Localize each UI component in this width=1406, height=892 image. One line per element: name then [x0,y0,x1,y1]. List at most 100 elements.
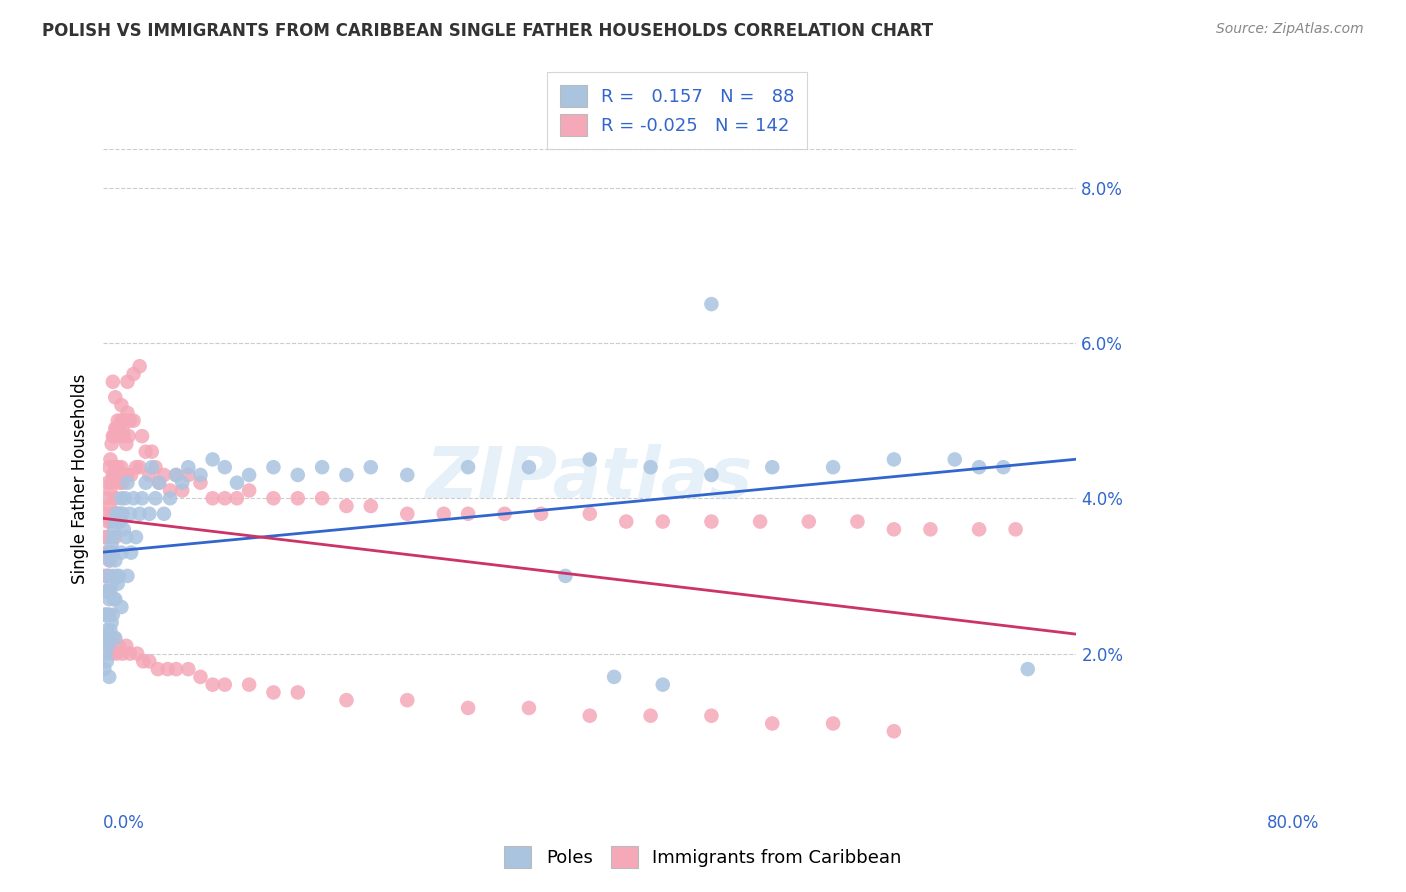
Point [141,460,163,475]
Point [640,460,662,475]
Text: Source: ZipAtlas.com: Source: ZipAtlas.com [1216,22,1364,37]
Point [120,467,142,482]
Point [122,367,145,381]
Point [100,576,122,591]
Point [110,507,132,521]
Point [108,569,131,583]
Point [120,546,142,560]
Point [110,460,132,475]
Point [141,444,163,458]
Point [761,716,783,731]
Point [396,693,419,707]
Point [262,491,284,506]
Point [94,584,117,599]
Point [156,662,179,676]
Point [118,429,141,443]
Point [107,515,129,529]
Point [749,515,772,529]
Point [97,546,120,560]
Legend: Poles, Immigrants from Caribbean: Poles, Immigrants from Caribbean [494,835,912,879]
Point [238,483,260,498]
Point [118,507,141,521]
Point [177,467,200,482]
Point [100,507,122,521]
Point [108,421,131,435]
Point [111,421,134,435]
Point [201,452,224,467]
Point [101,546,124,560]
Point [128,507,150,521]
Point [1004,522,1026,536]
Point [131,491,153,506]
Point [125,530,148,544]
Point [114,467,136,482]
Point [94,546,117,560]
Point [101,530,124,544]
Point [100,452,122,467]
Point [494,507,516,521]
Point [190,670,212,684]
Point [101,467,124,482]
Point [145,460,167,475]
Point [93,607,115,622]
Point [530,507,553,521]
Point [640,708,662,723]
Point [111,647,134,661]
Point [172,475,194,490]
Point [108,639,131,653]
Point [823,460,845,475]
Point [98,530,121,544]
Point [201,491,224,506]
Point [131,429,153,443]
Point [457,460,479,475]
Point [153,467,176,482]
Text: ZIPatlas: ZIPatlas [426,444,754,513]
Point [117,475,139,490]
Text: 80.0%: 80.0% [1267,814,1320,832]
Point [104,515,127,529]
Point [97,569,120,583]
Point [94,507,117,521]
Point [287,467,309,482]
Point [128,359,150,374]
Point [110,398,132,412]
Point [517,460,540,475]
Point [108,467,131,482]
Point [122,414,145,428]
Point [262,460,284,475]
Point [517,701,540,715]
Point [98,631,121,645]
Point [128,460,150,475]
Point [98,592,121,607]
Point [93,530,115,544]
Point [214,491,236,506]
Point [108,507,131,521]
Point [214,460,236,475]
Point [100,553,122,567]
Point [578,452,600,467]
Point [700,297,723,311]
Point [98,607,121,622]
Point [117,467,139,482]
Point [311,491,333,506]
Point [118,647,141,661]
Point [100,647,122,661]
Point [103,522,125,536]
Point [100,483,122,498]
Point [457,701,479,715]
Point [967,522,990,536]
Point [93,631,115,645]
Point [105,421,128,435]
Point [103,467,125,482]
Point [101,507,124,521]
Point [100,515,122,529]
Y-axis label: Single Father Households: Single Father Households [72,374,89,584]
Point [177,662,200,676]
Point [190,467,212,482]
Point [104,631,127,645]
Point [226,475,249,490]
Point [96,624,118,638]
Point [100,624,122,638]
Point [761,460,783,475]
Point [145,491,167,506]
